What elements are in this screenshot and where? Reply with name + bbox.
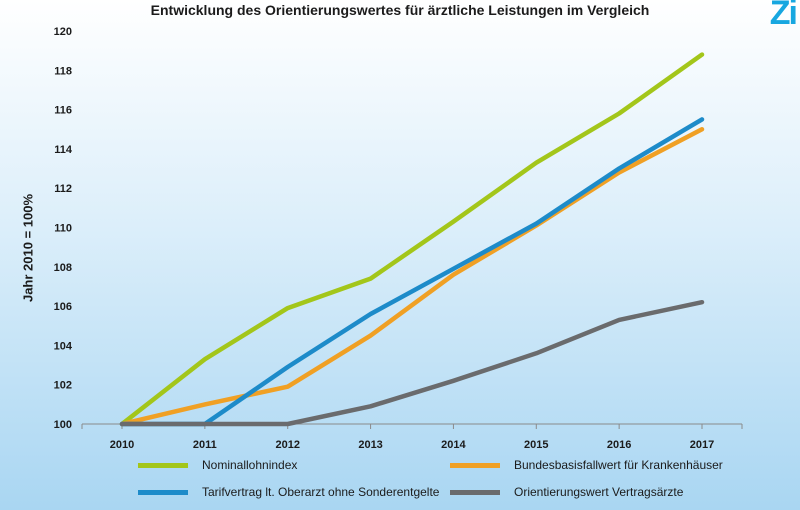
x-tick-label: 2015 (524, 439, 548, 451)
y-tick-label: 102 (54, 380, 72, 392)
y-tick-label: 110 (54, 223, 72, 235)
legend-item: Tarifvertrag lt. Oberarzt ohne Sonderent… (138, 485, 439, 499)
y-tick-label: 100 (54, 419, 72, 431)
zi-logo: Zi (769, 0, 798, 32)
legend-label: Tarifvertrag lt. Oberarzt ohne Sonderent… (202, 485, 440, 499)
legend-label: Bundesbasisfallwert für Krankenhäuser (514, 458, 723, 472)
series-line-4 (119, 299, 705, 427)
chart-lines (119, 52, 705, 427)
legend-label: Nominallohnindex (202, 458, 298, 472)
legend-swatch (138, 489, 188, 495)
series-line-2 (119, 127, 705, 427)
legend-swatch (450, 462, 500, 468)
y-tick-label: 112 (54, 183, 72, 195)
x-tick-label: 2010 (110, 439, 134, 451)
legend-item: Bundesbasisfallwert für Krankenhäuser (450, 458, 723, 472)
chart-title: Entwicklung des Orientierungswertes für … (150, 2, 650, 18)
chart-axes: 2010 2011 2012 2013 2014 2015 2016 2017 100 102 10… (54, 26, 743, 451)
legend-label: Orientierungswert Vertragsärzte (514, 485, 684, 499)
y-tick-label: 114 (54, 144, 73, 156)
y-tick-label: 108 (54, 262, 72, 274)
x-tick-label: 2011 (193, 439, 217, 451)
x-tick-label: 2017 (690, 439, 714, 451)
y-tick-label: 106 (54, 301, 72, 313)
y-tick-label: 118 (54, 65, 72, 77)
series-line-3 (119, 117, 705, 427)
legend-item: Nominallohnindex (138, 458, 297, 472)
legend-swatch (450, 489, 500, 495)
x-tick-label: 2016 (607, 439, 631, 451)
y-tick-label: 120 (54, 26, 72, 38)
series-line-1 (119, 52, 705, 427)
y-tick-label: 104 (54, 340, 73, 352)
x-tick-label: 2013 (358, 439, 382, 451)
x-tick-label: 2012 (275, 439, 299, 451)
legend-swatch (138, 462, 188, 468)
legend-item: Orientierungswert Vertragsärzte (450, 485, 683, 499)
y-tick-label: 116 (54, 105, 72, 117)
x-tick-label: 2014 (441, 439, 466, 451)
